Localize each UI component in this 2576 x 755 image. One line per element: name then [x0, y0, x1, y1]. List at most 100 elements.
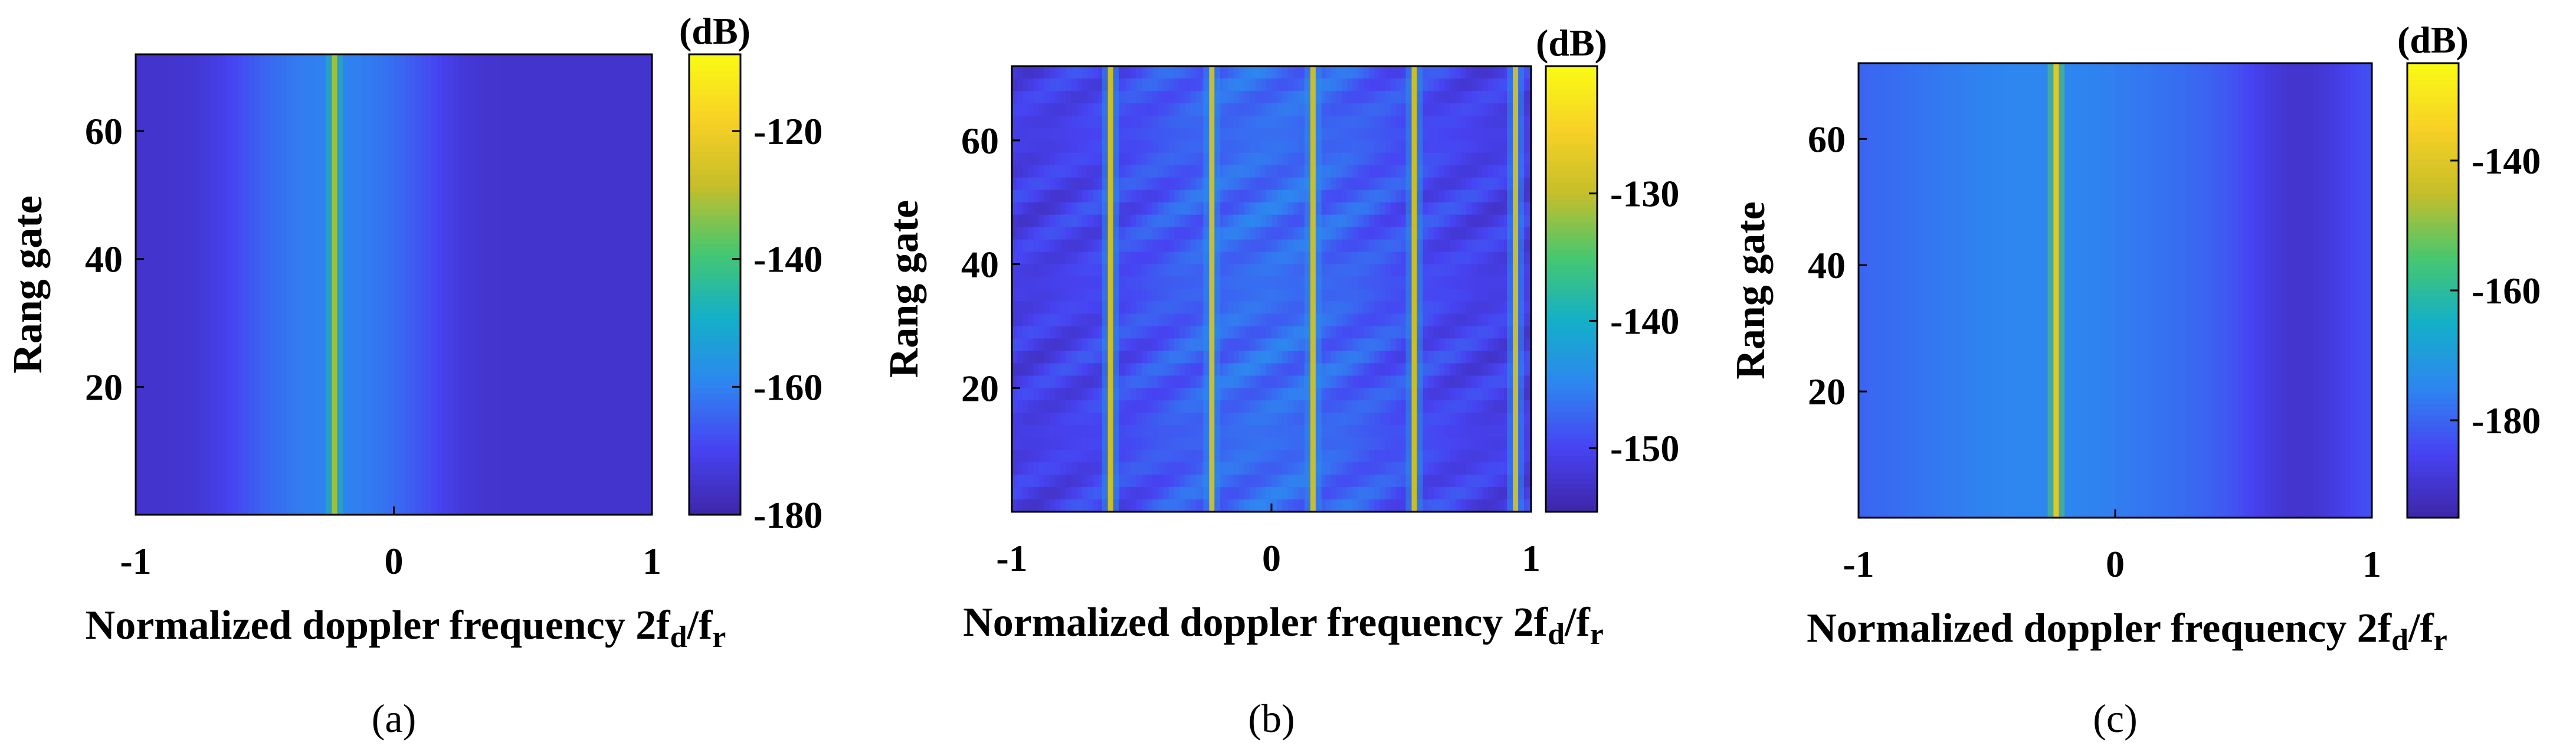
heatmap-cell	[1152, 276, 1159, 290]
heatmap-cell	[1255, 78, 1261, 91]
heatmap-cell	[1363, 351, 1369, 364]
heatmap-cell	[1471, 351, 1478, 364]
heatmap-cell	[1071, 413, 1077, 426]
heatmap-cell	[2184, 63, 2191, 518]
heatmap-cell	[1466, 276, 1472, 290]
heatmap-cell	[1168, 189, 1175, 203]
heatmap-cell	[1493, 289, 1499, 302]
heatmap-cell	[1358, 313, 1364, 327]
colorbar-slice	[2407, 137, 2459, 143]
heatmap-cell	[1347, 152, 1353, 166]
heatmap-cell	[1055, 202, 1061, 215]
heatmap-cell	[1266, 103, 1272, 116]
heatmap-cell	[238, 54, 244, 515]
heatmap-cell	[1082, 128, 1089, 141]
heatmap-cell	[1152, 214, 1159, 228]
heatmap-cell	[1358, 487, 1364, 500]
heatmap-cell	[1395, 289, 1402, 302]
heatmap-cell	[1022, 227, 1029, 240]
heatmap-cell	[1017, 239, 1024, 253]
colorbar-slice	[2407, 472, 2459, 479]
heatmap-cell	[1142, 115, 1148, 129]
heatmap-cell	[1434, 437, 1440, 450]
heatmap-cell	[1282, 462, 1289, 475]
heatmap-cell	[1374, 375, 1381, 389]
heatmap-cell	[1136, 499, 1142, 512]
heatmap-cell	[1077, 140, 1083, 153]
heatmap-cell	[1460, 115, 1467, 129]
colorbar-slice	[1546, 406, 1597, 412]
colorbar-slice	[2407, 449, 2459, 456]
heatmap-cell	[1250, 289, 1256, 302]
heatmap-cell	[1287, 165, 1294, 178]
heatmap-cell	[1125, 78, 1132, 91]
heatmap-cell	[1136, 251, 1142, 265]
heatmap-cell	[1038, 313, 1045, 327]
heatmap-cell	[1466, 165, 1472, 178]
heatmap-cell	[1864, 63, 1870, 518]
heatmap-cell	[1277, 413, 1283, 426]
heatmap-cell	[1071, 425, 1077, 438]
heatmap-cell	[1477, 276, 1483, 290]
heatmap-cell	[1060, 152, 1067, 166]
heatmap-cell	[1325, 227, 1332, 240]
heatmap-cell	[1460, 128, 1467, 141]
heatmap-cell	[1277, 388, 1283, 401]
heatmap-cell	[264, 54, 271, 515]
colorbar-slice	[689, 394, 740, 400]
heatmap-cell	[1525, 326, 1532, 339]
heatmap-cell	[1142, 462, 1148, 475]
heatmap-cell	[1525, 276, 1532, 290]
heatmap-cell	[1390, 413, 1397, 426]
heatmap-cell	[1125, 103, 1132, 116]
heatmap-cell	[307, 54, 314, 515]
heatmap-cell	[1147, 462, 1153, 475]
heatmap-cell	[162, 54, 169, 515]
heatmap-cell	[1487, 400, 1494, 414]
heatmap-cell	[1330, 140, 1337, 153]
heatmap-cell	[1434, 313, 1440, 327]
colorbar-slice	[689, 371, 740, 377]
heatmap-cell	[1130, 437, 1137, 450]
heatmap-cell	[1374, 90, 1381, 104]
colorbar-unit-label: (dB)	[679, 10, 750, 52]
heatmap-cell	[1466, 264, 1472, 277]
heatmap-cell	[1336, 140, 1342, 153]
heatmap-cell	[1434, 115, 1440, 129]
heatmap-cell	[1320, 128, 1326, 141]
heatmap-cell	[1330, 264, 1337, 277]
heatmap-cell	[1277, 177, 1283, 191]
heatmap-cell	[1439, 437, 1446, 450]
heatmap-cell	[1336, 338, 1342, 352]
heatmap-cell	[1044, 437, 1050, 450]
heatmap-cell	[1477, 264, 1483, 277]
heatmap-cell	[1287, 450, 1294, 463]
heatmap-cell	[1423, 202, 1429, 215]
heatmap-cell	[1260, 90, 1267, 104]
heatmap-cell	[1260, 499, 1267, 512]
heatmap-cell	[1336, 264, 1342, 277]
heatmap-cell	[1033, 475, 1040, 488]
heatmap-cell	[1330, 103, 1337, 116]
heatmap-cell	[1044, 388, 1050, 401]
heatmap-cell	[1228, 462, 1234, 475]
heatmap-cell	[1152, 152, 1159, 166]
heatmap-cell	[1434, 78, 1440, 91]
heatmap-cell	[1244, 214, 1251, 228]
heatmap-cell	[1060, 388, 1067, 401]
heatmap-cell	[1330, 462, 1337, 475]
heatmap-cell	[1287, 437, 1294, 450]
heatmap-cell	[1385, 177, 1391, 191]
heatmap-cell	[1487, 152, 1494, 166]
heatmap-cell	[1347, 413, 1353, 426]
colorbar-tick-label: -140	[753, 238, 822, 280]
heatmap-cell	[1223, 437, 1229, 450]
heatmap-cell	[1179, 313, 1186, 327]
heatmap-cell	[1250, 165, 1256, 178]
heatmap-cell	[1271, 227, 1277, 240]
heatmap-cell	[1077, 66, 1083, 79]
heatmap-cell	[1293, 425, 1299, 438]
heatmap-cell	[1168, 425, 1175, 438]
heatmap-cell	[1271, 66, 1277, 79]
heatmap-cell	[1487, 239, 1494, 253]
